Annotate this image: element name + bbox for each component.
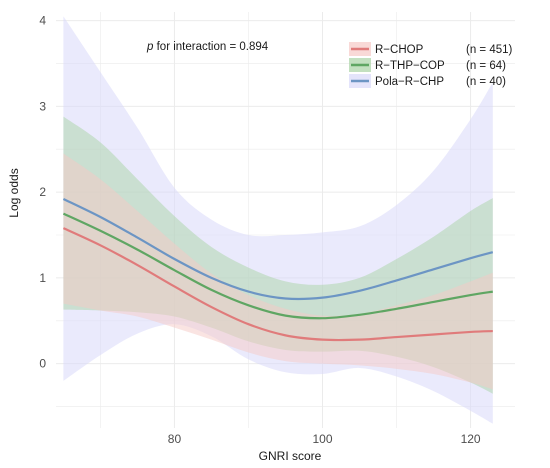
legend-count: (n = 40): [466, 76, 506, 88]
annotation-italic: p: [146, 41, 154, 53]
series-lines: [62, 197, 494, 342]
x-tick-label: 100: [313, 432, 333, 446]
legend-count: (n = 451): [466, 44, 513, 56]
series-line-2: [62, 197, 494, 301]
legend-count: (n = 64): [466, 60, 506, 72]
y-axis-ticks: 0 1 2 3 4: [39, 14, 46, 371]
y-axis-title: Log odds: [7, 168, 21, 217]
y-tick-label: 4: [39, 14, 46, 28]
series-line-1: [62, 212, 493, 320]
legend-label: R−THP−COP: [375, 60, 445, 72]
y-tick-label: 2: [39, 185, 46, 199]
x-axis-title: GNRI score: [259, 449, 322, 463]
series-line-0: [62, 227, 493, 342]
y-tick-label: 1: [39, 271, 46, 285]
legend: R−CHOP (n = 451) R−THP−COP (n = 64) Pola−R−C…: [349, 42, 513, 88]
y-tick-label: 0: [39, 357, 46, 371]
confidence-band-0: [63, 153, 493, 390]
y-tick-label: 3: [39, 99, 46, 113]
confidence-bands: [63, 16, 493, 424]
legend-label: Pola−R−CHP: [375, 76, 444, 88]
annotation-text: for interaction = 0.894: [153, 41, 268, 53]
interaction-annotation: p for interaction = 0.894: [146, 41, 269, 53]
x-tick-label: 120: [461, 432, 481, 446]
legend-label: R−CHOP: [375, 44, 424, 56]
x-tick-label: 80: [168, 432, 182, 446]
x-axis-ticks: 80 100 120: [168, 432, 481, 446]
